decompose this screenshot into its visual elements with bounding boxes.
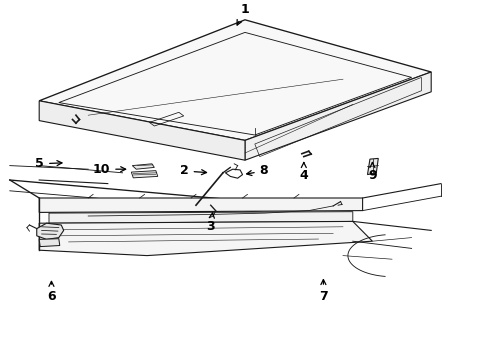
Text: 1: 1 [237,3,249,25]
Text: 6: 6 [47,282,56,303]
Polygon shape [49,212,353,223]
Text: 3: 3 [206,213,215,233]
Polygon shape [37,223,64,239]
Text: 9: 9 [368,163,377,182]
Polygon shape [39,101,245,160]
Polygon shape [368,158,378,175]
Polygon shape [131,171,158,178]
Polygon shape [132,164,154,169]
Polygon shape [39,198,363,212]
Polygon shape [245,72,431,160]
Polygon shape [39,20,431,140]
Text: 5: 5 [35,157,62,170]
Text: 10: 10 [93,163,125,176]
Text: 7: 7 [319,280,328,303]
Text: 2: 2 [180,165,207,177]
Text: 8: 8 [246,165,269,177]
Polygon shape [39,239,60,247]
Text: 4: 4 [299,163,308,182]
Polygon shape [39,221,372,256]
